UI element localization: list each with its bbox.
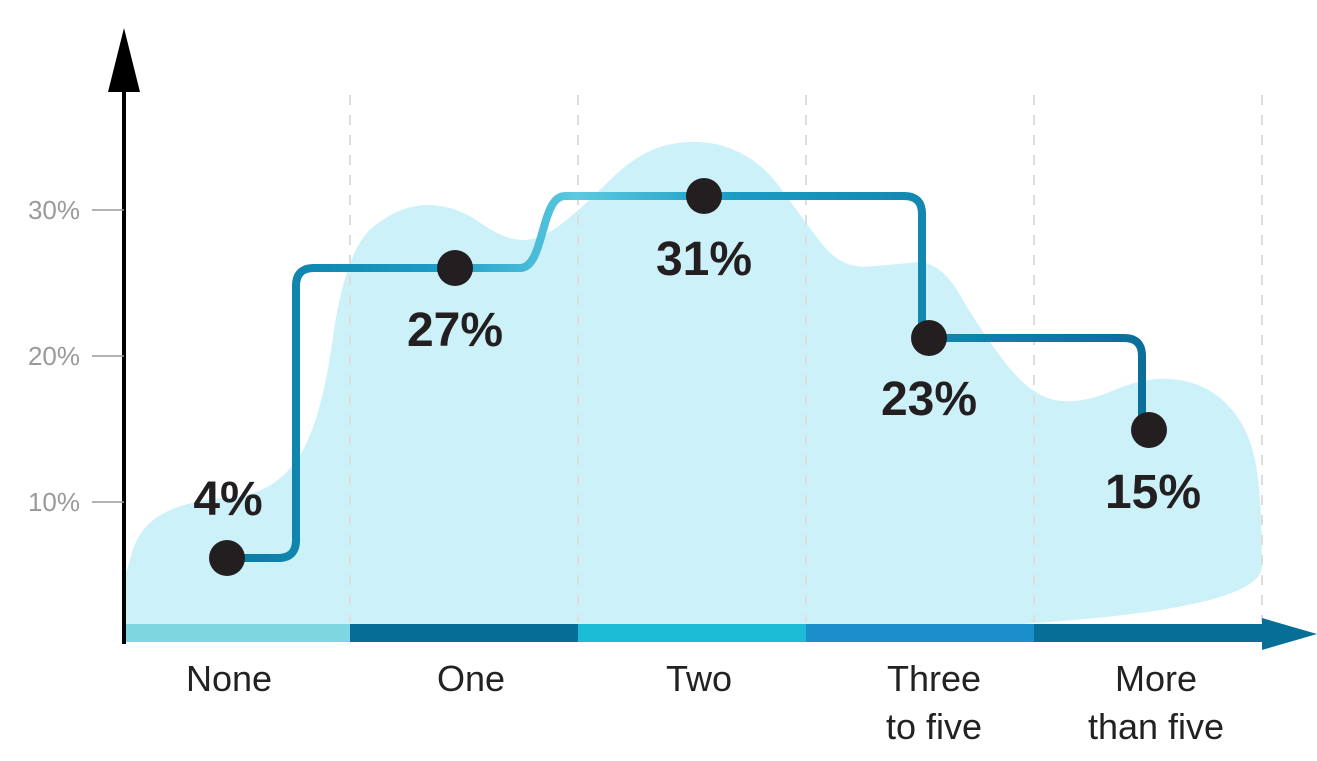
- data-label: 27%: [407, 304, 503, 357]
- category-label-layer: None One Two Three to five More than five: [186, 658, 1224, 747]
- data-point: [686, 178, 722, 214]
- x-axis-band-segment: [350, 624, 578, 642]
- data-point: [437, 250, 473, 286]
- data-label: 4%: [193, 473, 262, 526]
- y-tick-label: 30%: [28, 195, 80, 225]
- data-label: 31%: [656, 233, 752, 286]
- x-axis-arrow: [1262, 618, 1317, 650]
- axes: [108, 28, 140, 644]
- category-label: to five: [886, 706, 982, 747]
- marker-layer: [209, 178, 1167, 576]
- category-label: None: [186, 658, 272, 699]
- data-label: 23%: [881, 373, 977, 426]
- category-label: Two: [666, 658, 732, 699]
- data-label-layer: 4% 27% 31% 23% 15%: [193, 233, 1201, 526]
- category-label: Three: [887, 658, 981, 699]
- data-point: [911, 320, 947, 356]
- y-tick-label: 20%: [28, 341, 80, 371]
- category-divider-layer: [349, 95, 1263, 622]
- data-point: [209, 540, 245, 576]
- data-point: [1131, 412, 1167, 448]
- y-axis-arrow: [108, 28, 140, 92]
- category-label: One: [437, 658, 505, 699]
- data-label: 15%: [1105, 466, 1201, 519]
- y-tick-layer: 10% 20% 30%: [28, 195, 124, 517]
- series-line-layer: [223, 192, 1153, 562]
- category-label: More: [1115, 658, 1197, 699]
- x-axis-band-segment: [122, 624, 350, 642]
- category-label: than five: [1088, 706, 1224, 747]
- x-axis-band-segment: [1034, 624, 1262, 642]
- series-line: [223, 192, 1153, 562]
- x-axis-band-segment: [806, 624, 1034, 642]
- x-axis-color-band: [122, 618, 1317, 650]
- x-axis-band-segment: [578, 624, 806, 642]
- y-tick-label: 10%: [28, 487, 80, 517]
